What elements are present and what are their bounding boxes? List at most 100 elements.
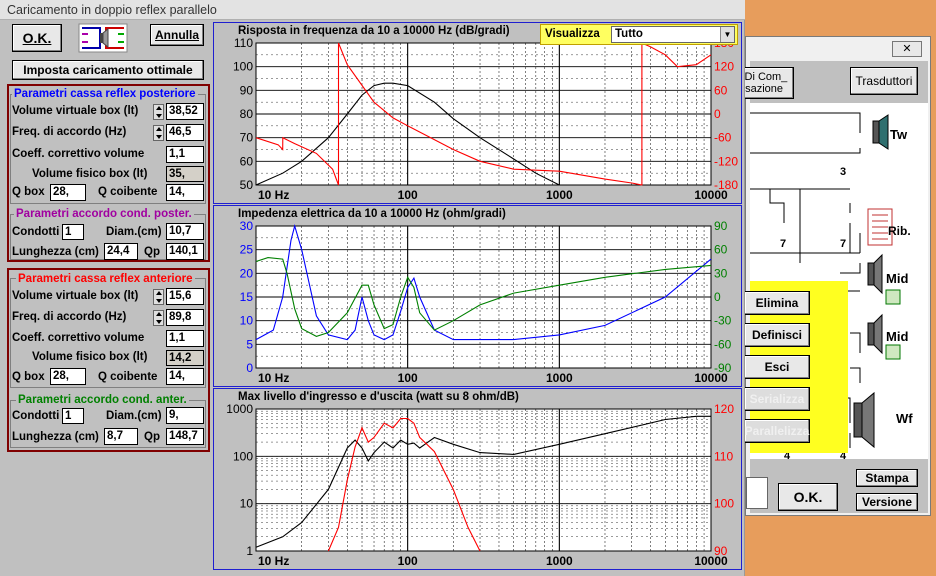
front-section-frame [7,268,210,452]
front-coeff-field[interactable]: 1,1 [166,330,204,347]
view-select[interactable]: Tutto ▼ [611,26,735,43]
compensation-button[interactable]: i Di Com_ nsazione [738,67,794,99]
rear-tuning-spinner[interactable] [153,125,164,141]
number-field[interactable] [746,477,768,509]
rear-diam-field[interactable]: 10,7 [166,223,204,240]
front-diam-label: Diam.(cm) [106,410,162,422]
front-qp-label: Qp [144,431,160,443]
x-tick-label: 100 [398,188,418,202]
rear-qcoib-label: Q coibente [98,186,158,198]
rear-length-field[interactable]: 24,4 [104,243,138,260]
ok-button[interactable]: O.K. [12,24,62,52]
driver-label: Tw [890,127,908,142]
window-title: Caricamento in doppio reflex parallelo [7,3,217,17]
front-diam-field[interactable]: 9, [166,407,204,424]
front-virtual-volume-label: Volume virtuale box (lt) [12,290,139,302]
y2-tick-label: 60 [714,243,728,257]
y2-tick-label: -120 [714,154,738,168]
delete-button[interactable]: Elimina [744,291,810,315]
front-tuning-spinner[interactable] [153,310,164,326]
rear-tuning-field[interactable]: 46,5 [166,124,204,141]
y2-tick-label: 120 [714,60,734,74]
rear-coeff-field[interactable]: 1,1 [166,146,204,163]
series-line [255,415,711,548]
impedance-panel: Impedenza elettrica da 10 a 10000 Hz (oh… [213,205,742,387]
y-tick-label: 1 [246,544,253,558]
y-tick-label: 100 [233,449,253,463]
title-bar: Caricamento in doppio reflex parallelo [0,0,745,20]
rear-duct-title: Parametri accordo cond. poster. [14,208,194,220]
rear-qbox-label: Q box [12,186,45,198]
rear-section-frame [7,84,210,262]
series-line [327,417,481,552]
front-qp-field[interactable]: 148,7 [166,428,204,445]
y-tick-label: 100 [233,60,253,74]
y-tick-label: 30 [240,219,254,233]
rear-ducts-field[interactable]: 1 [62,224,84,240]
y2-tick-label: -180 [714,178,738,192]
front-ducts-field[interactable]: 1 [62,408,84,424]
chevron-down-icon[interactable]: ▼ [720,27,734,42]
rear-qbox-field[interactable]: 28, [50,184,86,201]
y2-tick-label: 60 [714,83,728,97]
rear-virtual-volume-spinner[interactable] [153,104,164,120]
version-button[interactable]: Versione [856,493,918,511]
node-number: 4 [784,450,791,459]
serialize-button[interactable]: Serializza [744,387,810,411]
series-line [255,82,560,186]
rear-virtual-volume-field[interactable]: 38,52 [166,103,204,120]
x-tick-label: 10000 [694,554,728,568]
rear-diam-label: Diam.(cm) [106,226,162,238]
optimal-load-button[interactable]: Imposta caricamento ottimale [12,60,204,80]
rear-qcoib-field[interactable]: 14, [166,184,204,201]
plot-area [255,408,712,552]
rear-physical-field: 35, [166,166,204,182]
y-tick-label: 10 [240,497,254,511]
print-button[interactable]: Stampa [856,469,918,487]
y2-tick-label: -60 [714,131,732,145]
chart-title: Impedenza elettrica da 10 a 10000 Hz (oh… [238,208,506,220]
driver-label: Wf [896,411,913,426]
x-tick-label: 10 Hz [258,371,289,385]
driver-label: Mid [886,329,908,344]
y2-tick-label: -60 [714,337,732,351]
x-tick-label: 1000 [546,371,573,385]
node-number: 7 [840,238,846,250]
rear-virtual-volume-label: Volume virtuale box (lt) [12,105,139,117]
y-tick-label: 50 [240,178,254,192]
x-tick-label: 10 Hz [258,554,289,568]
front-virtual-volume-field[interactable]: 15,6 [166,288,204,305]
front-qbox-field[interactable]: 28, [50,368,86,385]
front-qcoib-label: Q coibente [98,371,158,383]
front-qbox-label: Q box [12,371,45,383]
cancel-button[interactable]: Annulla [150,24,204,46]
exit-button[interactable]: Esci [744,355,810,379]
ok-button-right[interactable]: O.K. [778,483,838,511]
view-label: Visualizza [545,28,600,40]
front-duct-title: Parametri accordo cond. anter. [16,394,189,406]
front-tuning-field[interactable]: 89,8 [166,309,204,326]
parallelize-button[interactable]: Parallelizza [744,419,810,443]
transducers-button[interactable]: Trasduttori [850,67,918,95]
x-tick-label: 10 Hz [258,188,289,202]
define-button[interactable]: Definisci [744,323,810,347]
front-ducts-label: Condotti [12,410,60,422]
y2-tick-label: 100 [714,497,734,511]
box-diagram-icon [78,23,128,53]
y2-tick-label: -90 [714,361,732,375]
y-tick-label: 80 [240,107,254,121]
front-qcoib-field[interactable]: 14, [166,368,204,385]
rear-physical-label: Volume fisico box (lt) [32,168,148,180]
rear-qp-field[interactable]: 140,1 [166,243,204,260]
close-icon[interactable]: ✕ [892,41,922,57]
max-level-panel: Max livello d'ingresso e d'uscita (watt … [213,388,742,570]
front-length-field[interactable]: 8,7 [104,428,138,445]
y2-tick-label: 90 [714,219,728,233]
y-tick-label: 1000 [226,402,253,416]
view-select-value: Tutto [615,28,643,40]
front-virtual-volume-spinner[interactable] [153,289,164,305]
series-line [255,223,712,341]
y-tick-label: 15 [240,290,254,304]
view-selector: Visualizza Tutto ▼ [540,24,738,45]
